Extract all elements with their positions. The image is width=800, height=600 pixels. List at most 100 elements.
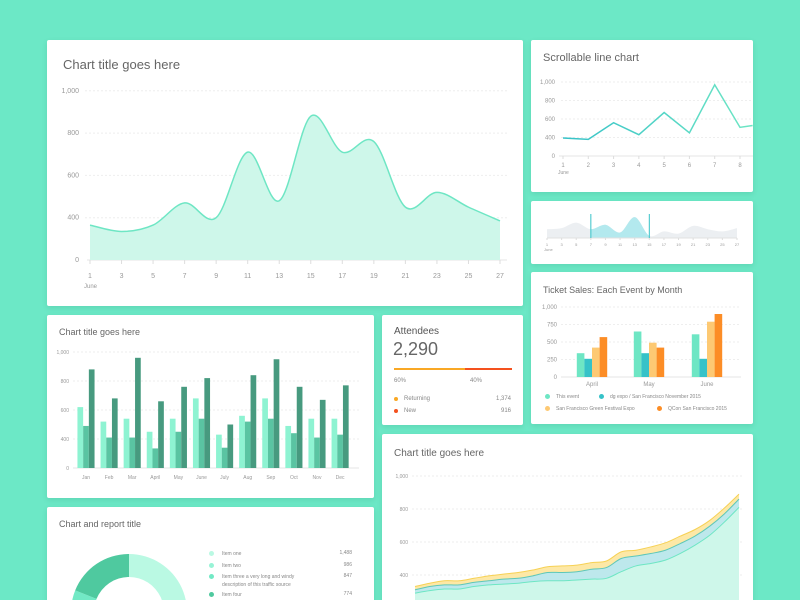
main-x-tick: 19 — [370, 273, 378, 280]
scroll-x-tick: 7 — [713, 163, 717, 169]
range-x-tick: 5 — [575, 242, 578, 247]
scroll-y-tick: 1,000 — [540, 80, 556, 86]
range-x-label: June — [544, 247, 553, 252]
main-area-fill — [90, 115, 500, 260]
scroll-x-tick: 8 — [738, 163, 742, 169]
legend-dot-icon — [209, 551, 214, 556]
ticket-bar — [592, 347, 600, 377]
bars-x-tick: Aug — [243, 475, 252, 481]
ticket-y-tick: 500 — [547, 340, 558, 346]
bars-bar — [342, 385, 349, 468]
ticket-y-tick: 1,000 — [542, 305, 558, 311]
bars-bar — [331, 418, 338, 468]
range-x-tick: 13 — [632, 242, 637, 247]
donut-legend-item: Item one — [209, 550, 329, 558]
bars-x-tick: July — [220, 475, 229, 481]
legend-dot-icon — [209, 563, 214, 568]
ticket-bar — [714, 314, 723, 377]
bars-bar — [337, 434, 343, 468]
stack-line-1 — [414, 498, 740, 591]
ticket-x-tick: April — [586, 382, 598, 388]
range-x-tick: 7 — [590, 242, 593, 247]
ticket-legend-item[interactable]: San Francisco Green Festival Expo — [545, 406, 635, 412]
ticket-legend-item[interactable]: QCon San Francisco 2015 — [657, 406, 727, 412]
attendees-returning-fill — [394, 368, 465, 370]
bars-bar — [152, 448, 159, 468]
legend-dot-icon — [209, 592, 214, 597]
legend-label: Item three a very long and windy descrip… — [222, 574, 295, 588]
main-y-tick: 1,000 — [61, 88, 79, 95]
bars-x-tick: Mar — [128, 475, 137, 481]
bars-bar — [158, 401, 164, 468]
ticket-legend-item[interactable]: dg expo / San Francisco November 2015 — [599, 394, 701, 400]
main-x-tick: 25 — [465, 273, 473, 280]
bars-x-tick: Dec — [336, 475, 345, 481]
range-x-tick: 15 — [647, 242, 652, 247]
scroll-x-tick: 1 — [561, 163, 565, 169]
donut-legend-item: Item two — [209, 562, 329, 570]
donut-report-card: Chart and report title Item one 1,488 Item… — [47, 507, 374, 600]
donut-legend-item: Item four — [209, 591, 329, 599]
donut-chart — [72, 554, 186, 600]
main-x-tick: 17 — [338, 273, 346, 280]
range-x-tick: 1 — [546, 242, 549, 247]
ticket-y-tick: 250 — [547, 358, 558, 364]
bars-y-tick: 800 — [61, 379, 70, 385]
bars-bar — [314, 437, 320, 468]
donut-legend-value: 986 — [343, 562, 352, 568]
legend-label: Item two — [222, 563, 241, 569]
stacked-area-card: Chart title goes here 400 600 800 1,000 — [382, 434, 753, 600]
main-x-tick: 7 — [183, 273, 187, 280]
range-x-tick: 11 — [618, 242, 623, 247]
legend-dot-icon — [599, 394, 604, 399]
scroll-y-tick: 800 — [545, 99, 556, 105]
range-x-tick: 27 — [735, 242, 740, 247]
bars-bar — [169, 418, 176, 468]
bars-bar — [77, 407, 84, 468]
range-selected-fill — [590, 217, 650, 238]
legend-dot-icon — [545, 406, 550, 411]
attendees-legend-returning: Returning — [394, 396, 430, 402]
legend-label: This event — [556, 394, 580, 400]
bars-bar — [285, 425, 292, 468]
donut-legend-item: Item three a very long and windy descrip… — [209, 573, 329, 589]
ticket-bar — [576, 353, 585, 377]
donut-legend-value: 774 — [343, 591, 352, 597]
ticket-sales-title: Ticket Sales: Each Event by Month — [543, 285, 683, 295]
bars-x-tick: Jan — [82, 475, 90, 481]
main-x-tick: 27 — [496, 273, 504, 280]
main-x-tick: 13 — [275, 273, 283, 280]
ticket-bar — [691, 334, 700, 377]
donut-legend-value: 1,488 — [339, 550, 352, 556]
ticket-bar — [656, 347, 665, 377]
ticket-legend-item[interactable]: This event — [545, 394, 579, 400]
bars-bar — [227, 424, 234, 468]
bars-bar — [83, 425, 89, 468]
scrollable-line-chart-title: Scrollable line chart — [543, 52, 639, 64]
donut-report-title: Chart and report title — [59, 519, 142, 529]
attendees-legend-new: New — [394, 408, 416, 414]
main-x-tick: 1 — [88, 273, 92, 280]
new-percent: 40% — [470, 378, 483, 384]
stack-line-2 — [414, 493, 740, 588]
monthly-bars-title: Chart title goes here — [59, 327, 141, 337]
bars-bar — [175, 431, 182, 468]
returning-label: Returning — [404, 396, 431, 402]
bars-bar — [123, 418, 130, 468]
bars-bar — [273, 359, 280, 468]
ticket-x-tick: May — [643, 382, 654, 388]
legend-label: San Francisco Green Festival Expo — [556, 406, 635, 412]
scroll-x-tick: 5 — [662, 163, 666, 169]
ticket-y-tick: 750 — [547, 323, 558, 329]
ticket-sales-card: Ticket Sales: Each Event by Month 0 250 50… — [531, 272, 753, 424]
attendees-card: Attendees 2,290 60% 40% Returning 1,374 … — [382, 315, 523, 425]
legend-dot-icon — [657, 406, 662, 411]
bars-x-tick: Nov — [313, 475, 322, 481]
new-value: 916 — [500, 408, 511, 414]
range-x-tick: 25 — [720, 242, 725, 247]
scrollable-line-chart[interactable]: 0 400 600 800 1,000 1 2 3 4 5 6 7 8 June — [531, 40, 753, 192]
ticket-bar — [633, 331, 642, 377]
range-x-tick: 17 — [662, 242, 667, 247]
returning-value: 1,374 — [495, 396, 511, 402]
